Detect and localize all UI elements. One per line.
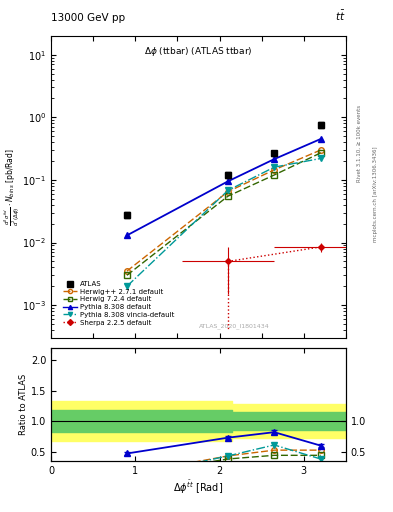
Legend: ATLAS, Herwig++ 2.7.1 default, Herwig 7.2.4 default, Pythia 8.308 default, Pythi: ATLAS, Herwig++ 2.7.1 default, Herwig 7.… [61,278,177,328]
Text: mcplots.cern.ch [arXiv:1306.3436]: mcplots.cern.ch [arXiv:1306.3436] [373,147,378,242]
Text: Rivet 3.1.10, ≥ 100k events: Rivet 3.1.10, ≥ 100k events [357,105,362,182]
Text: $\Delta\phi$ (ttbar) (ATLAS ttbar): $\Delta\phi$ (ttbar) (ATLAS ttbar) [144,45,253,58]
X-axis label: $\Delta\phi^{\bar{t}t}$ [Rad]: $\Delta\phi^{\bar{t}t}$ [Rad] [173,478,224,496]
Text: ATLAS_2020_I1801434: ATLAS_2020_I1801434 [198,323,269,329]
Text: $t\bar{t}$: $t\bar{t}$ [335,9,346,23]
Text: 13000 GeV pp: 13000 GeV pp [51,13,125,23]
Y-axis label: $\frac{d^2\sigma^{fid}}{d^2(\Delta\phi)}\cdot N_{bins}$ [pb/Rad]: $\frac{d^2\sigma^{fid}}{d^2(\Delta\phi)}… [2,148,21,226]
Y-axis label: Ratio to ATLAS: Ratio to ATLAS [19,374,28,435]
